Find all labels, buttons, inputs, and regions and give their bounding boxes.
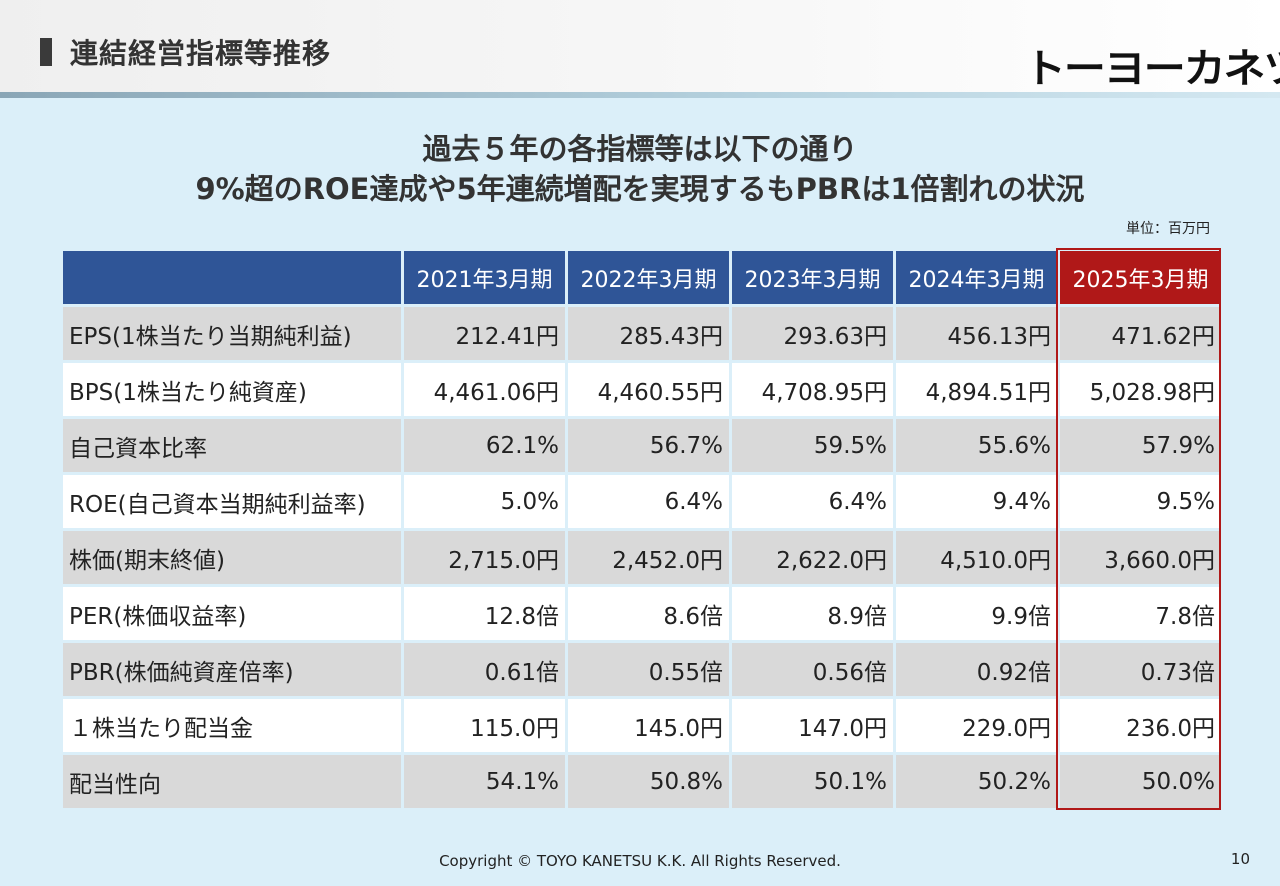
table-cell: 0.61倍 xyxy=(404,643,565,696)
table-row: PBR(株価純資産倍率) 0.61倍 0.55倍 0.56倍 0.92倍 0.7… xyxy=(63,643,1221,696)
table-cell: 50.8% xyxy=(568,755,729,808)
header-divider xyxy=(0,92,1280,98)
table-cell: 62.1% xyxy=(404,419,565,472)
copyright-text: Copyright © TOYO KANETSU K.K. All Rights… xyxy=(439,852,841,870)
header-corner-cell xyxy=(63,251,401,304)
table-cell: 229.0円 xyxy=(896,699,1057,752)
table-cell: 50.2% xyxy=(896,755,1057,808)
table-cell: 0.56倍 xyxy=(732,643,893,696)
table-cell: 56.7% xyxy=(568,419,729,472)
row-label: 配当性向 xyxy=(63,755,401,808)
table-cell: 0.92倍 xyxy=(896,643,1057,696)
table-cell: 0.73倍 xyxy=(1060,643,1221,696)
row-label: 株価(期末終値) xyxy=(63,531,401,584)
table-cell: 293.63円 xyxy=(732,307,893,360)
table-cell: 2,452.0円 xyxy=(568,531,729,584)
section-marker xyxy=(40,38,52,66)
table-cell: 4,460.55円 xyxy=(568,363,729,416)
row-label: PER(株価収益率) xyxy=(63,587,401,640)
table-cell: 456.13円 xyxy=(896,307,1057,360)
table-cell: 8.9倍 xyxy=(732,587,893,640)
column-header: 2022年3月期 xyxy=(568,251,729,304)
table-cell: 5.0% xyxy=(404,475,565,528)
table-cell: 9.9倍 xyxy=(896,587,1057,640)
table-cell: 55.6% xyxy=(896,419,1057,472)
headline-line2: 9%超のROE達成や5年連続増配を実現するもPBRは1倍割れの状況 xyxy=(195,172,1085,206)
table-cell: 3,660.0円 xyxy=(1060,531,1221,584)
table-cell: 4,461.06円 xyxy=(404,363,565,416)
table-cell: 471.62円 xyxy=(1060,307,1221,360)
table-cell: 2,715.0円 xyxy=(404,531,565,584)
table-cell: 2,622.0円 xyxy=(732,531,893,584)
table-cell: 236.0円 xyxy=(1060,699,1221,752)
table-cell: 6.4% xyxy=(568,475,729,528)
table-cell: 50.0% xyxy=(1060,755,1221,808)
table-cell: 4,510.0円 xyxy=(896,531,1057,584)
table-cell: 4,894.51円 xyxy=(896,363,1057,416)
table-cell: 57.9% xyxy=(1060,419,1221,472)
column-header: 2021年3月期 xyxy=(404,251,565,304)
row-label: 自己資本比率 xyxy=(63,419,401,472)
table-cell: 6.4% xyxy=(732,475,893,528)
table-cell: 7.8倍 xyxy=(1060,587,1221,640)
row-label: BPS(1株当たり純資産) xyxy=(63,363,401,416)
table-row: PER(株価収益率) 12.8倍 8.6倍 8.9倍 9.9倍 7.8倍 xyxy=(63,587,1221,640)
page-number: 10 xyxy=(1230,850,1250,868)
table-cell: 54.1% xyxy=(404,755,565,808)
table-row: BPS(1株当たり純資産) 4,461.06円 4,460.55円 4,708.… xyxy=(63,363,1221,416)
table-row: ROE(自己資本当期純利益率) 5.0% 6.4% 6.4% 9.4% 9.5% xyxy=(63,475,1221,528)
table-row: EPS(1株当たり当期純利益) 212.41円 285.43円 293.63円 … xyxy=(63,307,1221,360)
table-cell: 59.5% xyxy=(732,419,893,472)
column-header: 2024年3月期 xyxy=(896,251,1057,304)
column-header: 2023年3月期 xyxy=(732,251,893,304)
table-row: 配当性向 54.1% 50.8% 50.1% 50.2% 50.0% xyxy=(63,755,1221,808)
table-cell: 8.6倍 xyxy=(568,587,729,640)
table-header-row: 2021年3月期 2022年3月期 2023年3月期 2024年3月期 2025… xyxy=(63,251,1221,304)
table-cell: 5,028.98円 xyxy=(1060,363,1221,416)
table-cell: 9.5% xyxy=(1060,475,1221,528)
table-cell: 50.1% xyxy=(732,755,893,808)
table-cell: 115.0円 xyxy=(404,699,565,752)
section-title: 連結経営指標等推移 xyxy=(70,37,332,70)
table-cell: 0.55倍 xyxy=(568,643,729,696)
row-label: １株当たり配当金 xyxy=(63,699,401,752)
column-header-highlighted: 2025年3月期 xyxy=(1060,251,1221,304)
slide-header-bar xyxy=(0,0,1280,92)
table-cell: 212.41円 xyxy=(404,307,565,360)
unit-note: 単位：百万円 xyxy=(1126,221,1210,237)
table-cell: 285.43円 xyxy=(568,307,729,360)
row-label: PBR(株価純資産倍率) xyxy=(63,643,401,696)
metrics-table: 2021年3月期 2022年3月期 2023年3月期 2024年3月期 2025… xyxy=(60,248,1224,811)
table-row: １株当たり配当金 115.0円 145.0円 147.0円 229.0円 236… xyxy=(63,699,1221,752)
table-row: 自己資本比率 62.1% 56.7% 59.5% 55.6% 57.9% xyxy=(63,419,1221,472)
row-label: ROE(自己資本当期純利益率) xyxy=(63,475,401,528)
table-cell: 9.4% xyxy=(896,475,1057,528)
row-label: EPS(1株当たり当期純利益) xyxy=(63,307,401,360)
headline-line1: 過去５年の各指標等は以下の通り xyxy=(422,132,858,166)
table-cell: 4,708.95円 xyxy=(732,363,893,416)
table-cell: 12.8倍 xyxy=(404,587,565,640)
table-cell: 147.0円 xyxy=(732,699,893,752)
company-logo: トーヨーカネツ xyxy=(1024,46,1280,92)
table-row: 株価(期末終値) 2,715.0円 2,452.0円 2,622.0円 4,51… xyxy=(63,531,1221,584)
table-cell: 145.0円 xyxy=(568,699,729,752)
